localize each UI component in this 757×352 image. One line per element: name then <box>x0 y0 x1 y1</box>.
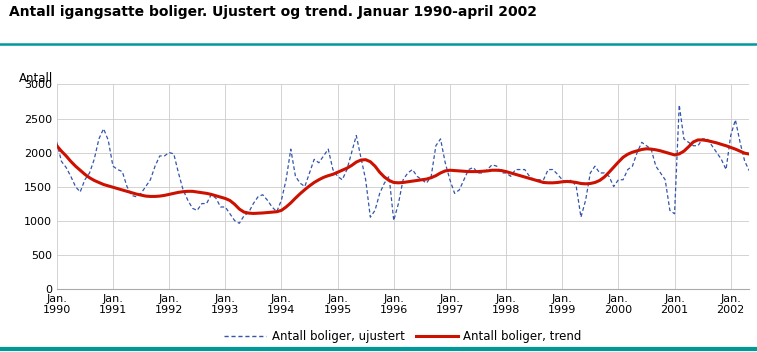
Text: Antall igangsatte boliger. Ujustert og trend. Januar 1990-april 2002: Antall igangsatte boliger. Ujustert og t… <box>9 5 537 19</box>
Legend: Antall boliger, ujustert, Antall boliger, trend: Antall boliger, ujustert, Antall boliger… <box>220 326 587 348</box>
Text: Antall: Antall <box>19 72 53 85</box>
